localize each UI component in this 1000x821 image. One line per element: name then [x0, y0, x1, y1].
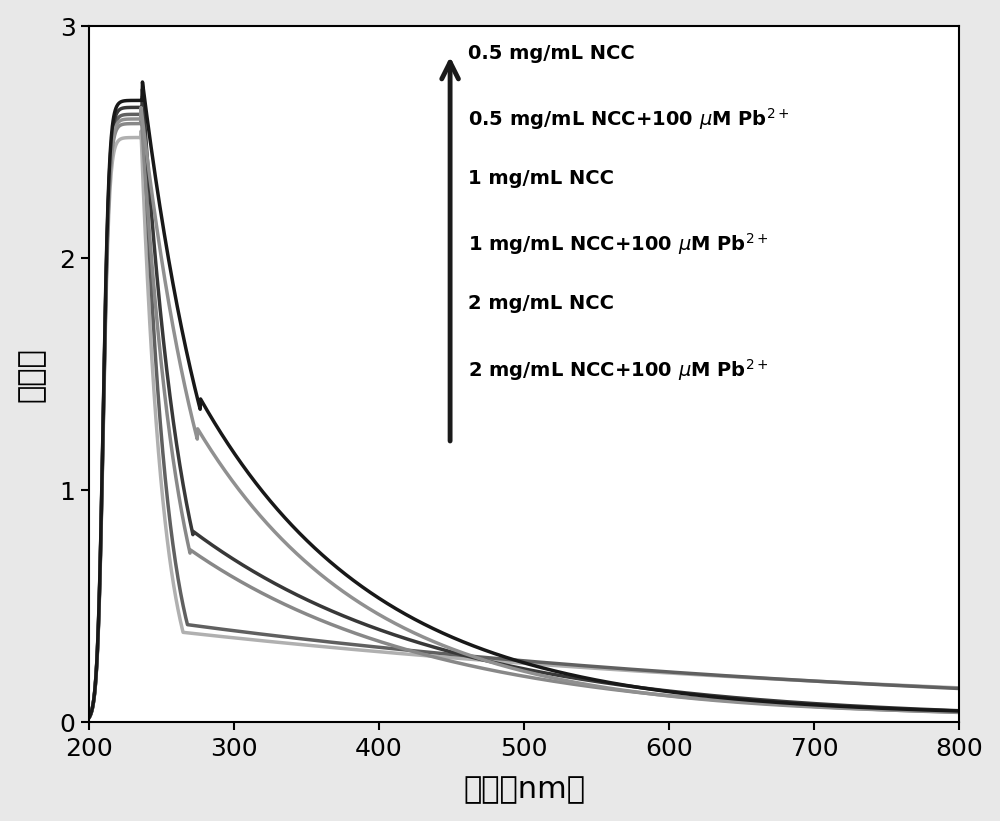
- X-axis label: 波长（nm）: 波长（nm）: [463, 775, 585, 805]
- Text: 0.5 mg/mL NCC+100 $\mu$M Pb$^{2+}$: 0.5 mg/mL NCC+100 $\mu$M Pb$^{2+}$: [468, 106, 789, 132]
- Text: 1 mg/mL NCC+100 $\mu$M Pb$^{2+}$: 1 mg/mL NCC+100 $\mu$M Pb$^{2+}$: [468, 232, 768, 258]
- Y-axis label: 吸光度: 吸光度: [17, 346, 46, 401]
- Text: 2 mg/mL NCC+100 $\mu$M Pb$^{2+}$: 2 mg/mL NCC+100 $\mu$M Pb$^{2+}$: [468, 357, 768, 383]
- Text: 1 mg/mL NCC: 1 mg/mL NCC: [468, 169, 614, 188]
- Text: 0.5 mg/mL NCC: 0.5 mg/mL NCC: [468, 44, 634, 62]
- Text: 2 mg/mL NCC: 2 mg/mL NCC: [468, 294, 614, 313]
